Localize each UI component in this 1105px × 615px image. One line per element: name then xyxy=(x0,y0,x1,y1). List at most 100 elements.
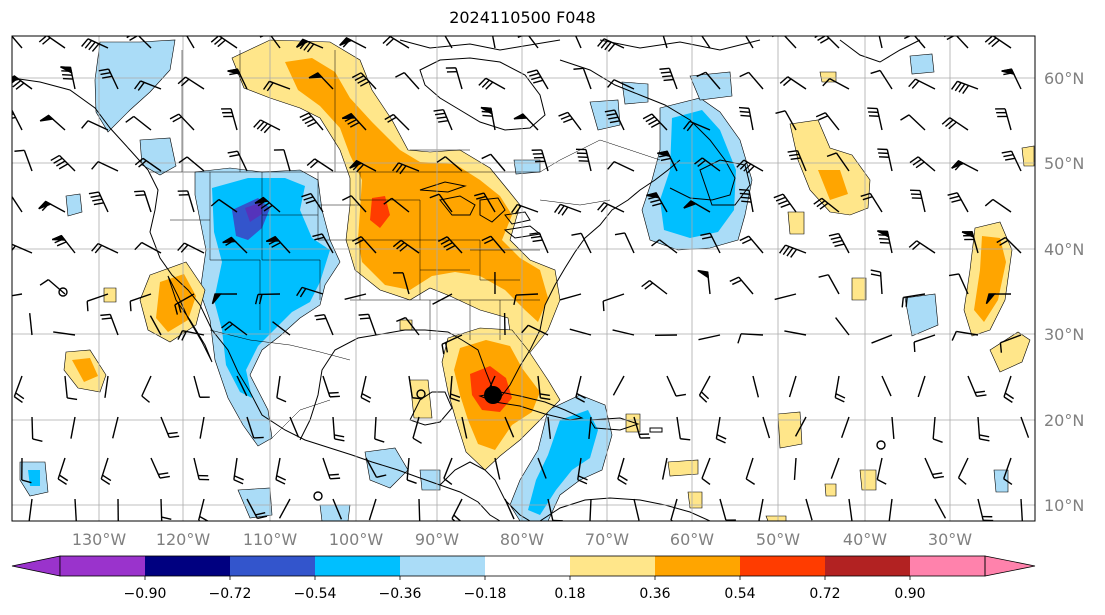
wind-barb xyxy=(254,293,281,305)
wind-barb xyxy=(891,416,895,439)
wind-barb xyxy=(21,457,32,484)
wind-barb xyxy=(719,498,736,521)
wind-barb xyxy=(729,276,754,295)
wind-barb xyxy=(98,68,119,90)
wind-barb xyxy=(758,498,764,521)
wind-barb xyxy=(932,416,943,443)
wind-barb xyxy=(641,280,668,295)
wind-barb xyxy=(481,153,506,172)
wind-barb xyxy=(739,188,754,213)
wind-barb xyxy=(160,498,172,521)
wind-barb xyxy=(870,69,893,90)
wind-barb xyxy=(614,232,635,254)
wind-barb xyxy=(633,498,640,521)
wind-barb xyxy=(683,120,711,132)
wind-barb xyxy=(436,156,463,172)
wind-barb xyxy=(521,324,549,336)
wind-barb xyxy=(81,38,109,52)
wind-barb xyxy=(396,316,420,336)
wind-barb xyxy=(657,150,678,172)
wind-barb xyxy=(141,375,152,403)
wind-barb xyxy=(805,498,813,521)
wind-barb xyxy=(871,334,893,344)
wind-barb xyxy=(222,236,248,254)
lon-label: 40°W xyxy=(843,530,887,549)
wind-barb xyxy=(604,109,625,131)
wind-barb xyxy=(784,330,807,336)
wind-barb xyxy=(617,457,628,485)
wind-barb xyxy=(787,149,807,172)
wind-barb xyxy=(342,195,367,213)
wind-barb xyxy=(177,190,195,213)
wind-barb xyxy=(828,232,850,254)
colorbar-tick-label: 0.90 xyxy=(894,586,925,602)
wind-barb xyxy=(481,235,506,254)
wind-barb xyxy=(511,203,539,215)
wind-barb xyxy=(177,76,205,90)
wind-barb xyxy=(951,80,979,95)
colorbar-tick-label: −0.36 xyxy=(379,586,422,602)
wind-barb xyxy=(296,38,324,53)
graticule xyxy=(12,36,1035,521)
colorbar-segment xyxy=(60,556,145,576)
map-border xyxy=(11,35,1036,522)
wind-barb xyxy=(51,234,76,254)
colorbar-tick-label: 0.36 xyxy=(639,586,670,602)
positive-core-central xyxy=(285,58,548,322)
wind-barb xyxy=(737,333,764,344)
wind-barb xyxy=(134,80,162,91)
wind-barb xyxy=(985,293,1012,305)
wind-barb xyxy=(134,190,152,213)
wind-barb xyxy=(432,293,453,305)
wind-barb xyxy=(547,416,552,439)
wind-barb xyxy=(312,233,334,254)
wind-barb xyxy=(888,498,893,521)
lon-label: 100°W xyxy=(329,530,384,549)
wind-barb xyxy=(358,313,377,336)
wind-barb xyxy=(698,375,711,403)
wind-barb xyxy=(957,457,969,485)
wind-barb xyxy=(39,114,66,131)
wind-barb xyxy=(574,36,582,49)
wind-barb xyxy=(383,197,410,213)
wind-barb xyxy=(199,416,205,439)
wind-barb xyxy=(344,293,367,300)
lat-label: 60°N xyxy=(1044,69,1084,88)
wind-barb xyxy=(642,113,668,131)
colorbar-tick-label: −0.18 xyxy=(464,586,507,602)
wind-barb xyxy=(174,293,195,315)
wind-barb xyxy=(513,293,539,305)
wind-barb xyxy=(840,416,850,438)
wind-barb xyxy=(64,375,78,401)
colorbar-segment xyxy=(740,556,825,576)
wind-barb xyxy=(265,235,291,254)
wind-barb xyxy=(881,375,892,397)
wind-barb xyxy=(700,232,721,254)
lon-label: 110°W xyxy=(243,530,298,549)
wind-barb xyxy=(597,38,625,52)
wind-barb xyxy=(418,498,421,521)
colorbar-segment xyxy=(910,556,985,576)
wind-barb xyxy=(771,36,797,49)
wind-barb xyxy=(221,108,238,131)
colorbar-segment xyxy=(655,556,740,576)
lon-label: 60°W xyxy=(670,530,714,549)
wind-barb xyxy=(100,313,119,336)
wind-barb xyxy=(815,112,840,131)
wind-barb xyxy=(834,375,846,403)
wind-barb xyxy=(314,314,334,336)
wind-barb xyxy=(607,161,635,172)
wind-barb xyxy=(210,36,238,49)
wind-barb xyxy=(1001,68,1022,90)
wind-barb xyxy=(877,230,893,254)
wind-barb xyxy=(28,498,33,521)
wind-barb xyxy=(134,241,162,254)
wind-barb xyxy=(14,149,33,172)
colorbar-segment xyxy=(570,556,655,576)
wind-barb xyxy=(996,236,1022,254)
wind-barb xyxy=(670,498,678,521)
wind-barb xyxy=(382,36,410,49)
wind-barb xyxy=(995,108,1012,131)
longitude-labels: 130°W 120°W 110°W 100°W 90°W 80°W 70°W 6… xyxy=(72,530,972,549)
